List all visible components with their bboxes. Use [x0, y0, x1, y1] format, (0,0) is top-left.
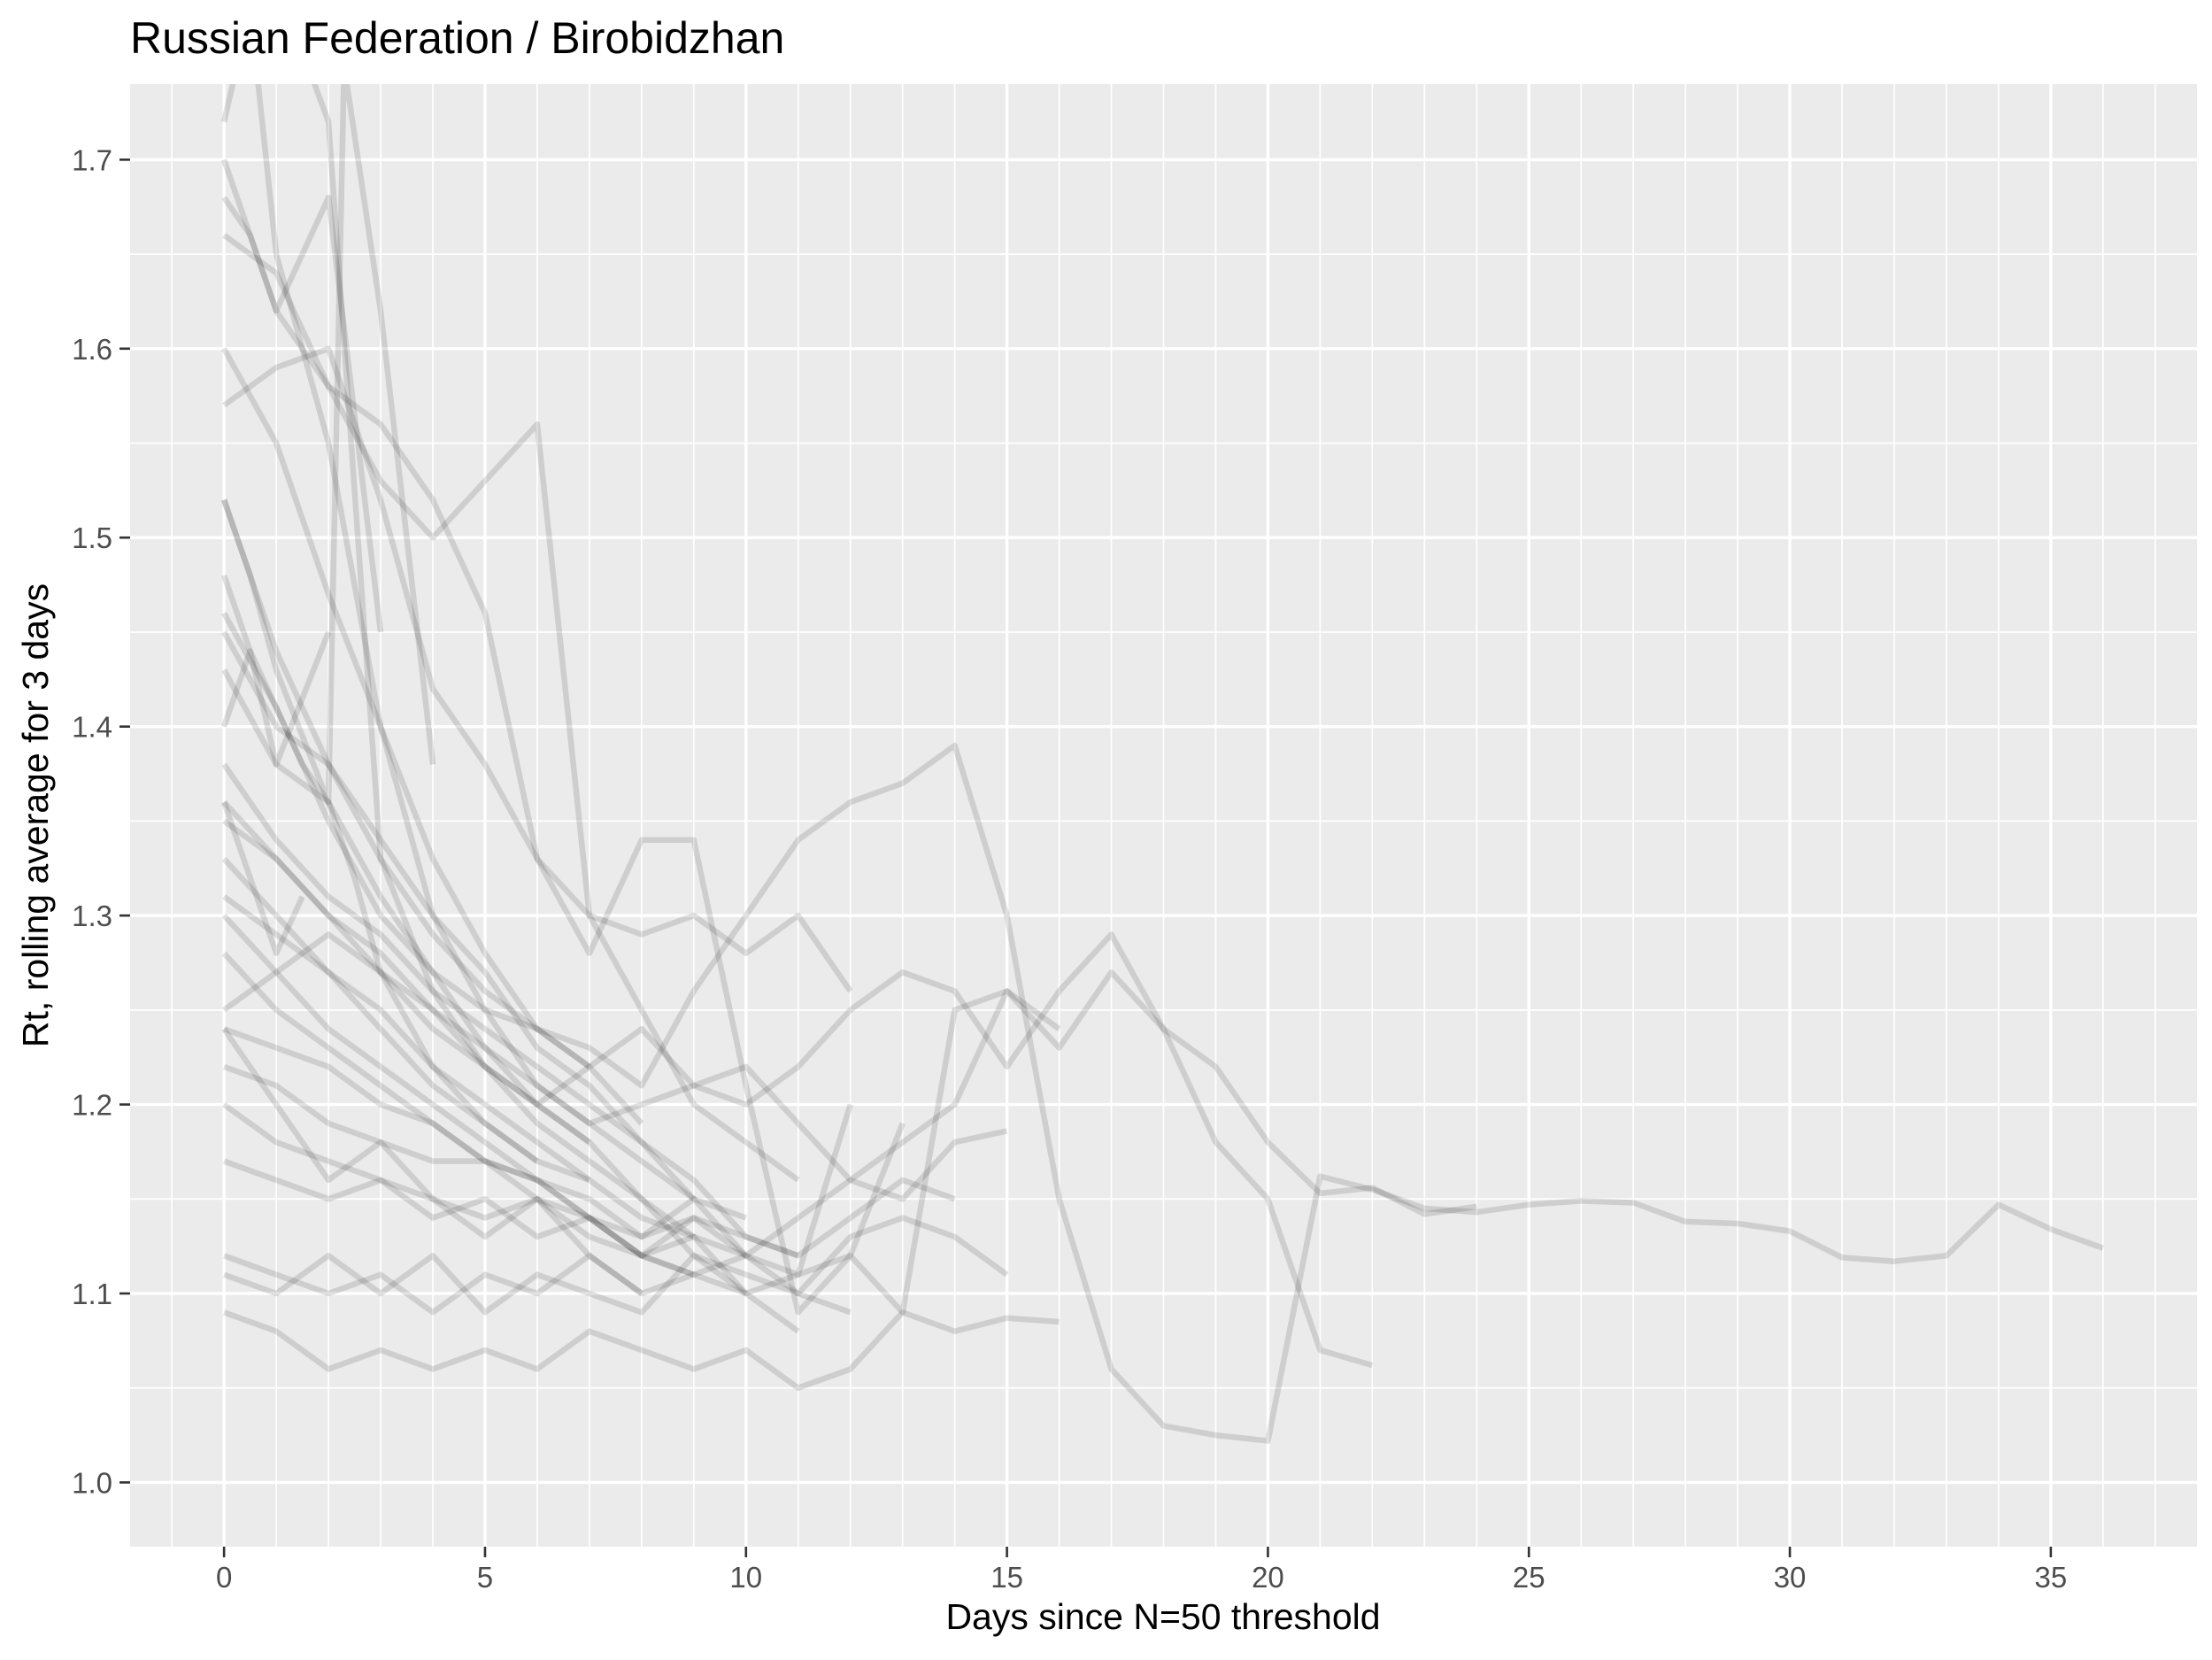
- series-line-12: [222, 1026, 853, 1278]
- y-axis-title: Rt, rolling average for 3 days: [15, 583, 56, 1047]
- y-tick-label: 1.1: [72, 1278, 112, 1310]
- series-line-5: [222, 1063, 1008, 1259]
- y-tick-label: 1.4: [72, 711, 112, 744]
- x-tick-label: 10: [729, 1561, 762, 1594]
- series-line-7: [222, 1215, 1009, 1316]
- series-line-28: [311, 84, 591, 1145]
- series-line-24: [221, 498, 591, 1069]
- y-tick-label: 1.7: [72, 143, 112, 176]
- y-tick-label: 1.3: [72, 899, 112, 932]
- series-line-8: [222, 1158, 956, 1259]
- x-tick-label: 0: [216, 1561, 232, 1594]
- y-tick-label: 1.5: [72, 521, 112, 554]
- series-line-31: [221, 801, 305, 957]
- series-line-17: [222, 894, 747, 1259]
- series-line-20: [222, 818, 696, 1239]
- series-line-29: [221, 194, 384, 633]
- grid: [130, 84, 2197, 1547]
- x-axis-title: Days since N=50 threshold: [945, 1596, 1380, 1637]
- series-line-30: [221, 630, 332, 768]
- series-line-15: [222, 1101, 800, 1334]
- series-line-14: [221, 762, 799, 1259]
- series-line-2: [222, 931, 1477, 1217]
- series-line-11: [221, 668, 852, 1316]
- series-line-25: [221, 856, 591, 1183]
- series-line-16: [220, 84, 747, 1221]
- series-line-26: [221, 574, 539, 1164]
- series-line-27: [221, 84, 436, 806]
- y-tick-label: 1.6: [72, 333, 112, 366]
- series-line-1: [221, 612, 2105, 1444]
- series-lines: [220, 84, 2105, 1444]
- series-line-18: [222, 1253, 748, 1316]
- chart-title: Russian Federation / Birobidzhan: [130, 13, 784, 63]
- series-line-19: [221, 630, 697, 1201]
- x-tick-label: 30: [1774, 1561, 1807, 1594]
- series-line-21: [221, 951, 695, 1278]
- series-line-10: [222, 345, 853, 993]
- series-line-9: [221, 158, 906, 1316]
- y-tick-label: 1.2: [72, 1089, 112, 1122]
- axes: 0 5 10 15 20 25 30 35 1.0 1.1 1.2 1.3 1.4 1.5 1.6 1.7: [72, 143, 2067, 1594]
- y-tick-label: 1.0: [72, 1466, 112, 1499]
- x-tick-label: 15: [990, 1561, 1023, 1594]
- series-line-4: [221, 913, 1061, 1316]
- series-line-6: [222, 1309, 1060, 1391]
- series-line-22: [221, 347, 644, 1126]
- x-tick-label: 5: [477, 1561, 493, 1594]
- x-tick-label: 35: [2035, 1561, 2068, 1594]
- series-line-23: [221, 1027, 644, 1296]
- x-tick-label: 20: [1252, 1561, 1284, 1594]
- series-line-13: [222, 233, 800, 1183]
- x-tick-label: 25: [1513, 1561, 1545, 1594]
- series-line-3: [221, 799, 1374, 1369]
